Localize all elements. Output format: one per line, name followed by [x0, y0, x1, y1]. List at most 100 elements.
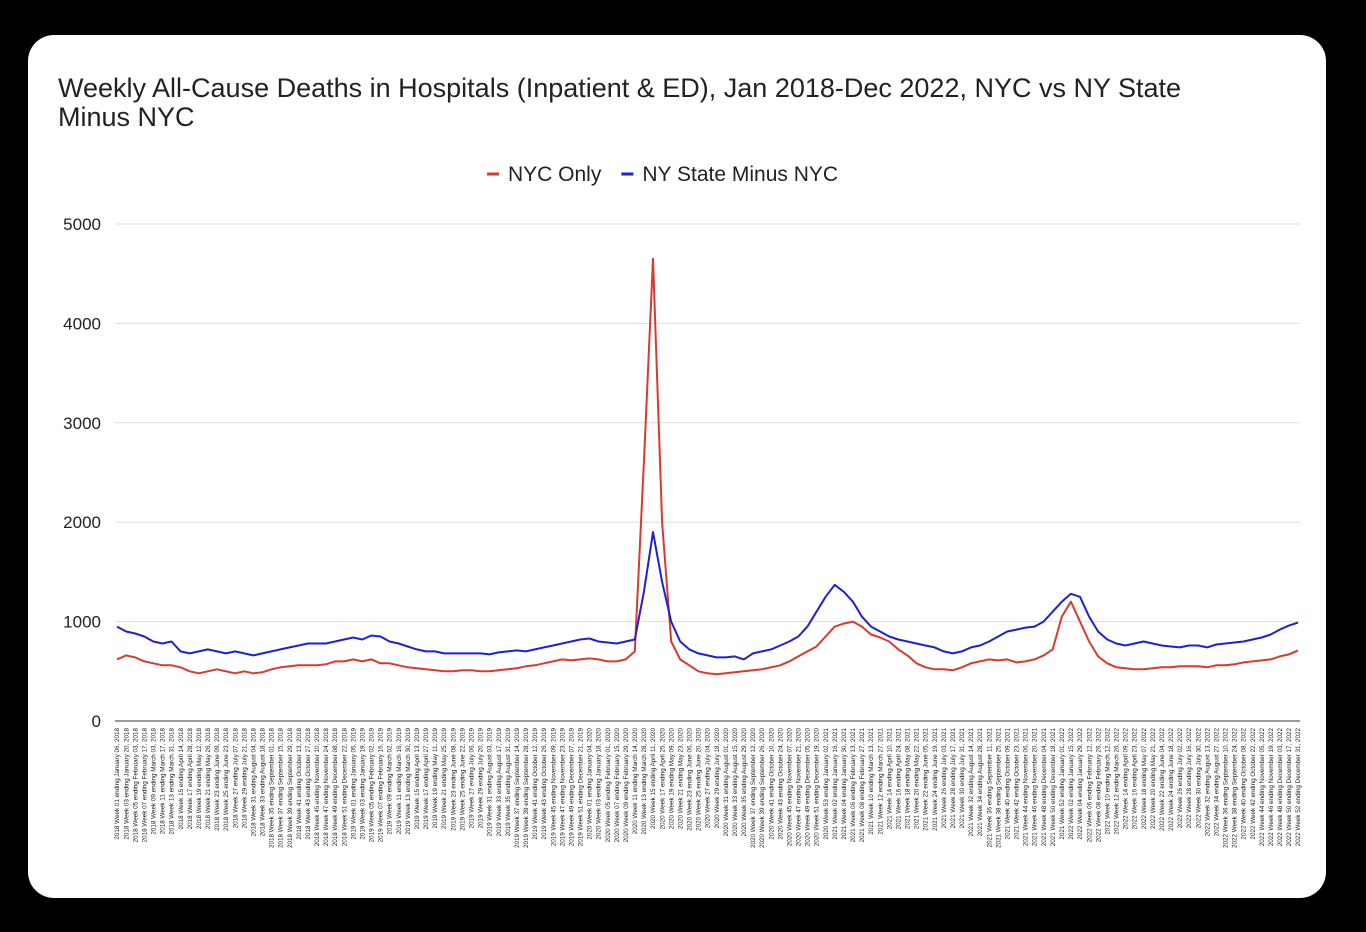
x-tick-label: 2018 Week 27 ending July 07, 2018	[232, 728, 239, 829]
x-tick-label: 2022 Week 08 ending February 26, 2022	[1095, 728, 1102, 843]
x-tick-label: 2019 Week 43 ending October 26, 2019	[541, 728, 548, 840]
x-tick-label: 2020 Week 23 ending June 06, 2020	[687, 728, 694, 831]
x-tick-label: 2020 Week 01 ending January 04, 2020	[587, 728, 594, 840]
x-tick-label: 2019 Week 33 ending August 17, 2019	[496, 728, 503, 837]
legend-label: NYC Only	[508, 163, 602, 186]
x-tick-label: 2021 Week 10 ending March 13, 2021	[868, 728, 875, 835]
x-tick-label: 2019 Week 45 ending November 09, 2019	[550, 728, 557, 847]
x-tick-label: 2022 Week 34 ending August 27, 2022	[1213, 728, 1220, 837]
x-tick-label: 2020 Week 15 ending April 11, 2020	[650, 728, 657, 829]
x-tick-label: 2020 Week 29 ending July 18, 2020	[714, 728, 721, 829]
x-tick-label: 2018 Week 43 ending October 27, 2018	[305, 728, 312, 840]
x-tick-label: 2019 Week 31 ending August 03, 2019	[487, 728, 494, 837]
x-tick-label: 2018 Week 07 ending February 17, 2018	[141, 728, 148, 843]
x-tick-label: 2020 Week 45 ending November 07, 2020	[786, 728, 793, 847]
x-tick-label: 2018 Week 25 ending June 23, 2018	[223, 728, 230, 831]
x-tick-label: 2018 Week 29 ending July 21, 2018	[241, 728, 248, 829]
x-tick-label: 2021 Week 46 ending November 20, 2021	[1032, 728, 1039, 847]
x-tick-label: 2021 Week 20 ending May 22, 2021	[914, 728, 921, 830]
x-tick-label: 2022 Week 02 ending January 15, 2022	[1068, 728, 1075, 840]
x-tick-label: 2022 Week 14 ending April 09, 2022	[1123, 728, 1130, 830]
x-tick-label: 2021 Week 18 ending May 08, 2021	[905, 728, 912, 830]
x-tick-label: 2018 Week 23 ending June 09, 2018	[214, 728, 221, 831]
x-tick-label: 2018 Week 21 ending May 26, 2018	[205, 728, 212, 830]
x-tick-label: 2022 Week 12 ending March 26, 2022	[1114, 728, 1121, 835]
x-tick-label: 2022 Week 48 ending December 03, 2022	[1277, 728, 1284, 847]
x-tick-label: 2022 Week 32 ending August 13, 2022	[1204, 728, 1211, 837]
x-tick-label: 2021 Week 26 ending July 03, 2021	[941, 728, 948, 829]
x-tick-label: 2022 Week 44 ending November 05, 2022	[1259, 728, 1266, 847]
x-tick-label: 2022 Week 04 ending January 29, 2022	[1077, 728, 1084, 840]
x-tick-label: 2021 Week 38 ending September 25, 2021	[995, 728, 1002, 848]
x-tick-label: 2021 Week 06 ending February 13, 2021	[850, 728, 857, 843]
x-tick-label: 2019 Week 15 ending April 13, 2019	[414, 728, 421, 830]
x-tick-label: 2019 Week 47 ending November 23, 2019	[559, 728, 566, 847]
x-tick-label: 2020 Week 03 ending January 18, 2020	[596, 728, 603, 840]
x-tick-label: 2020 Week 33 ending August 15, 2020	[732, 728, 739, 837]
x-tick-label: 2022 Week 30 ending July 30, 2022	[1195, 728, 1202, 829]
x-tick-label: 2020 Week 49 ending December 05, 2020	[805, 728, 812, 847]
x-tick-label: 2022 Week 26 ending July 02, 2022	[1177, 728, 1184, 829]
x-tick-label: 2022 Week 22 ending June 04, 2022	[1159, 728, 1166, 831]
x-tick-label: 2018 Week 49 ending December 08, 2018	[332, 728, 339, 847]
x-tick-label: 2022 Week 38 ending September 24, 2022	[1232, 728, 1239, 848]
x-tick-label: 2021 Week 42 ending October 23, 2021	[1014, 728, 1021, 840]
series-line	[116, 257, 1299, 676]
x-tick-label: 2020 Week 19 ending May 09, 2020	[668, 728, 675, 830]
x-tick-label: 2021 Week 28 ending July 17, 2021	[950, 728, 957, 829]
x-tick-label: 2022 Week 40 ending October 08, 2022	[1241, 728, 1248, 840]
x-tick-label: 2021 Week 14 ending April 10, 2021	[886, 728, 893, 830]
x-tick-label: 2020 Week 37 ending September 12, 2020	[750, 728, 757, 848]
x-tick-label: 2019 Week 03 ending January 19, 2019	[359, 728, 366, 840]
x-tick-label: 2021 Week 36 ending September 11, 2021	[986, 728, 993, 848]
legend-label: NY State Minus NYC	[642, 163, 838, 186]
x-tick-label: 2022 Week 10 ending March 12, 2022	[1104, 728, 1111, 835]
x-tick-label: 2019 Week 27 ending July 06, 2019	[469, 728, 476, 829]
x-tick-label: 2021 Week 48 ending December 04, 2021	[1041, 728, 1048, 847]
x-tick-label: 2021 Week 24 ending June 19, 2021	[932, 728, 939, 831]
x-tick-label: 2021 Week 30 ending July 31, 2021	[959, 728, 966, 829]
x-tick-label: 2022 Week 52 ending December 31, 2022	[1295, 728, 1302, 847]
x-tick-label: 2020 Week 41 ending October 10, 2020	[768, 728, 775, 840]
x-tick-label: 2020 Week 53 ending January 02, 2021	[823, 728, 830, 840]
x-tick-label: 2020 Week 13 ending March 28, 2020	[641, 728, 648, 835]
x-tick-label: 2019 Week 05 ending February 02, 2019	[369, 728, 376, 843]
x-tick-label: 2019 Week 41 ending October 12, 2019	[532, 728, 539, 840]
x-tick-label: 2020 Week 17 ending April 25, 2020	[659, 728, 666, 830]
x-tick-label: 2018 Week 39 ending September 29, 2018	[287, 728, 294, 848]
x-tick-label: 2022 Week 18 ending May 07, 2022	[1141, 728, 1148, 830]
x-tick-label: 2018 Week 45 ending November 10, 2018	[314, 728, 321, 847]
x-tick-label: 2021 Week 08 ending February 27, 2021	[859, 728, 866, 843]
x-tick-label: 2020 Week 05 ending February 01, 2020	[605, 728, 612, 843]
x-tick-label: 2020 Week 35 ending August 29, 2020	[741, 728, 748, 837]
y-tick-label: 0	[92, 712, 101, 731]
title-line: Minus NYC	[58, 102, 195, 132]
x-tick-label: 2021 Week 22 ending June 05, 2021	[923, 728, 930, 831]
x-tick-label: 2018 Week 51 ending December 22, 2018	[341, 728, 348, 847]
x-tick-label: 2022 Week 36 ending September 10, 2022	[1223, 728, 1230, 848]
x-tick-label: 2018 Week 33 ending August 18, 2018	[260, 728, 267, 837]
x-tick-label: 2020 Week 31 ending August 01, 2020	[723, 728, 730, 837]
x-tick-label: 2020 Week 21 ending May 23, 2020	[677, 728, 684, 830]
x-tick-label: 2020 Week 43 ending October 24, 2020	[777, 728, 784, 840]
x-tick-label: 2021 Week 34 ending August 28, 2021	[977, 728, 984, 837]
x-tick-label: 2022 Week 46 ending November 19, 2022	[1268, 728, 1275, 847]
x-tick-label: 2018 Week 05 ending February 03, 2018	[132, 728, 139, 843]
x-tick-label: 2019 Week 07 ending February 16, 2019	[378, 728, 385, 843]
x-tick-label: 2019 Week 23 ending June 08, 2019	[450, 728, 457, 831]
x-tick-label: 2022 Week 24 ending June 18, 2022	[1168, 728, 1175, 831]
x-tick-label: 2018 Week 17 ending April 28, 2018	[187, 728, 194, 830]
x-tick-label: 2021 Week 32 ending August 14, 2021	[968, 728, 975, 837]
y-tick-label: 5000	[63, 215, 101, 234]
x-tick-label: 2022 Week 20 ending May 21, 2022	[1150, 728, 1157, 830]
x-tick-label: 2019 Week 01 ending January 05, 2019	[350, 728, 357, 840]
x-tick-label: 2019 Week 25 ending June 22, 2019	[459, 728, 466, 831]
x-tick-label: 2019 Week 11 ending March 16, 2019	[396, 728, 403, 835]
x-tick-label: 2020 Week 11 ending March 14, 2020	[632, 728, 639, 835]
y-tick-label: 4000	[63, 314, 101, 333]
x-tick-label: 2019 Week 39 ending September 28, 2019	[523, 728, 530, 848]
x-tick-label: 2020 Week 39 ending September 26, 2020	[759, 728, 766, 848]
x-tick-label: 2019 Week 49 ending December 07, 2019	[568, 728, 575, 847]
series-line	[116, 531, 1299, 661]
